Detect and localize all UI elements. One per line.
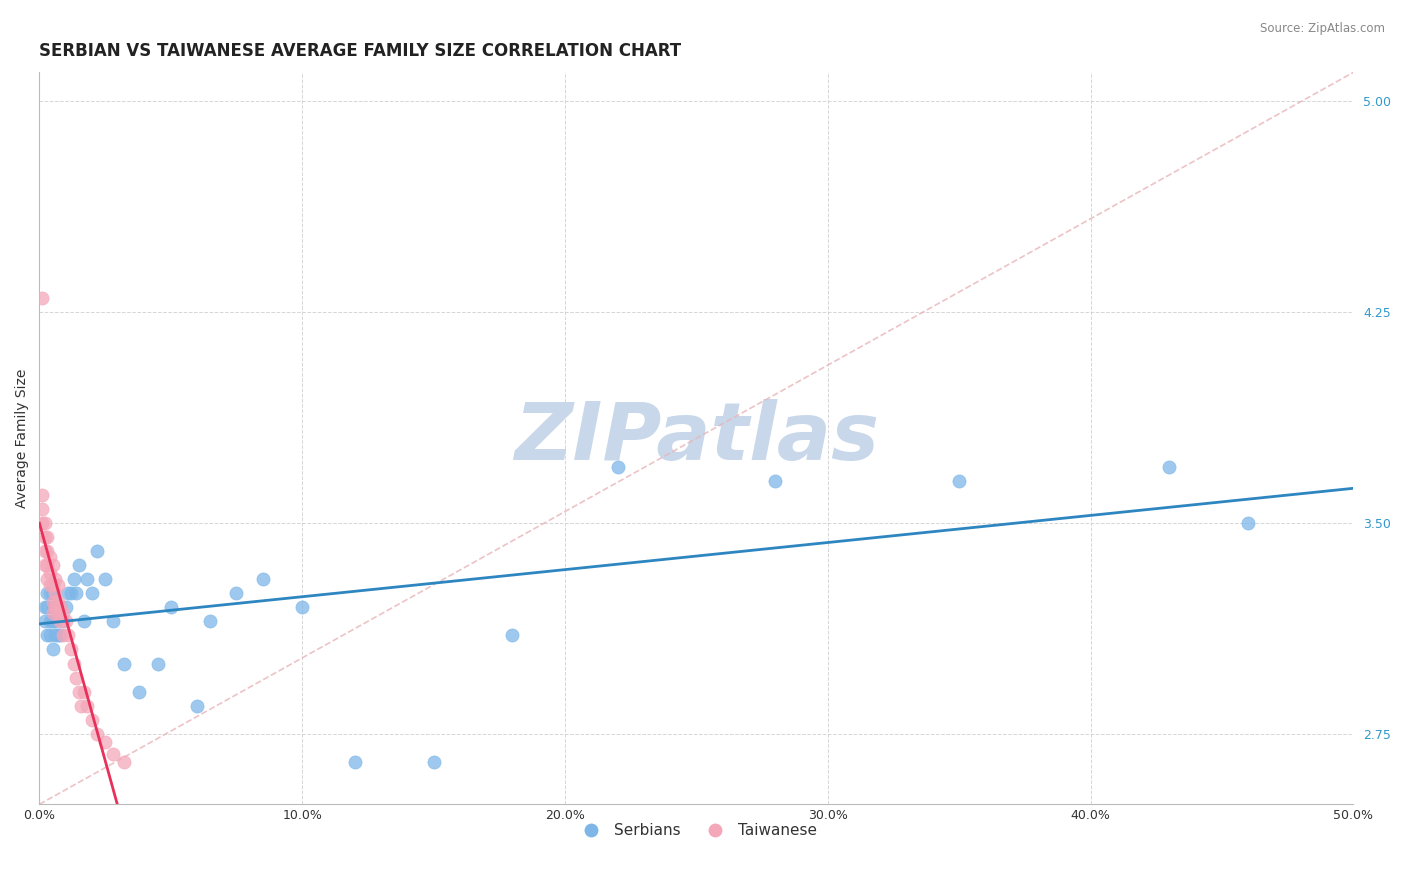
Point (86, 544, 108, 558)
Point (34, 600, 56, 615)
Point (59, 586, 82, 600)
Point (31, 516, 53, 530)
Point (128, 684, 150, 698)
Point (41, 594, 63, 608)
Point (112, 755, 135, 769)
Point (80, 713, 103, 727)
Text: ZIPatlas: ZIPatlas (513, 400, 879, 477)
Point (37, 600, 59, 615)
Point (46, 600, 69, 615)
Point (52, 615, 75, 629)
Point (44, 628, 66, 642)
Point (41, 586, 63, 600)
Point (52, 606, 75, 620)
Point (1159, 459, 1181, 474)
Point (34, 544, 56, 558)
Point (41, 558, 63, 572)
Text: Source: ZipAtlas.com: Source: ZipAtlas.com (1260, 22, 1385, 36)
Point (225, 586, 247, 600)
Point (948, 474, 970, 488)
Point (80, 586, 103, 600)
Point (39, 586, 62, 600)
Point (37, 628, 59, 642)
Point (31, 501, 53, 516)
Point (44, 572, 66, 586)
Point (146, 657, 169, 671)
Point (39, 615, 62, 629)
Point (59, 642, 82, 657)
Point (94, 572, 117, 586)
Point (62, 657, 84, 671)
Point (101, 615, 124, 629)
Point (49, 600, 72, 615)
Point (55, 615, 77, 629)
Point (65, 586, 87, 600)
Point (200, 615, 222, 629)
Point (41, 606, 63, 620)
Point (41, 615, 63, 629)
Point (501, 628, 523, 642)
Point (67, 684, 90, 698)
Point (343, 755, 366, 769)
Point (37, 530, 59, 544)
Point (34, 558, 56, 572)
Point (39, 628, 62, 642)
Point (46, 606, 69, 620)
Point (44, 600, 66, 615)
Point (606, 459, 628, 474)
Point (73, 615, 96, 629)
Point (76, 698, 98, 713)
Point (46, 594, 69, 608)
Point (31, 488, 53, 502)
Point (31, 291, 53, 305)
Point (37, 586, 59, 600)
Point (58, 628, 80, 642)
Point (41, 600, 63, 615)
Point (70, 698, 93, 713)
Point (34, 530, 56, 544)
Point (49, 615, 72, 629)
Point (39, 578, 62, 592)
Point (46, 628, 69, 642)
Point (112, 657, 135, 671)
Point (58, 586, 80, 600)
Point (44, 600, 66, 615)
Point (44, 586, 66, 600)
Point (73, 684, 96, 698)
Point (67, 558, 90, 572)
Legend: Serbians, Taiwanese: Serbians, Taiwanese (569, 817, 823, 844)
Point (37, 544, 59, 558)
Point (49, 628, 72, 642)
Point (34, 615, 56, 629)
Point (39, 549, 62, 564)
Point (763, 474, 786, 488)
Point (1237, 516, 1260, 530)
Point (86, 727, 108, 741)
Point (76, 572, 98, 586)
Point (65, 671, 87, 685)
Text: SERBIAN VS TAIWANESE AVERAGE FAMILY SIZE CORRELATION CHART: SERBIAN VS TAIWANESE AVERAGE FAMILY SIZE… (39, 42, 682, 60)
Point (186, 698, 208, 713)
Point (49, 600, 72, 615)
Point (252, 572, 274, 586)
Point (39, 566, 62, 581)
Point (37, 572, 59, 586)
Point (44, 615, 66, 629)
Point (41, 578, 63, 592)
Point (101, 747, 124, 761)
Point (46, 578, 69, 592)
Point (41, 642, 63, 657)
Point (291, 600, 314, 615)
Y-axis label: Average Family Size: Average Family Size (15, 368, 30, 508)
Point (62, 572, 84, 586)
Point (422, 755, 444, 769)
Point (37, 558, 59, 572)
Point (159, 600, 181, 615)
Point (55, 600, 77, 615)
Point (34, 516, 56, 530)
Point (52, 628, 75, 642)
Point (94, 735, 117, 749)
